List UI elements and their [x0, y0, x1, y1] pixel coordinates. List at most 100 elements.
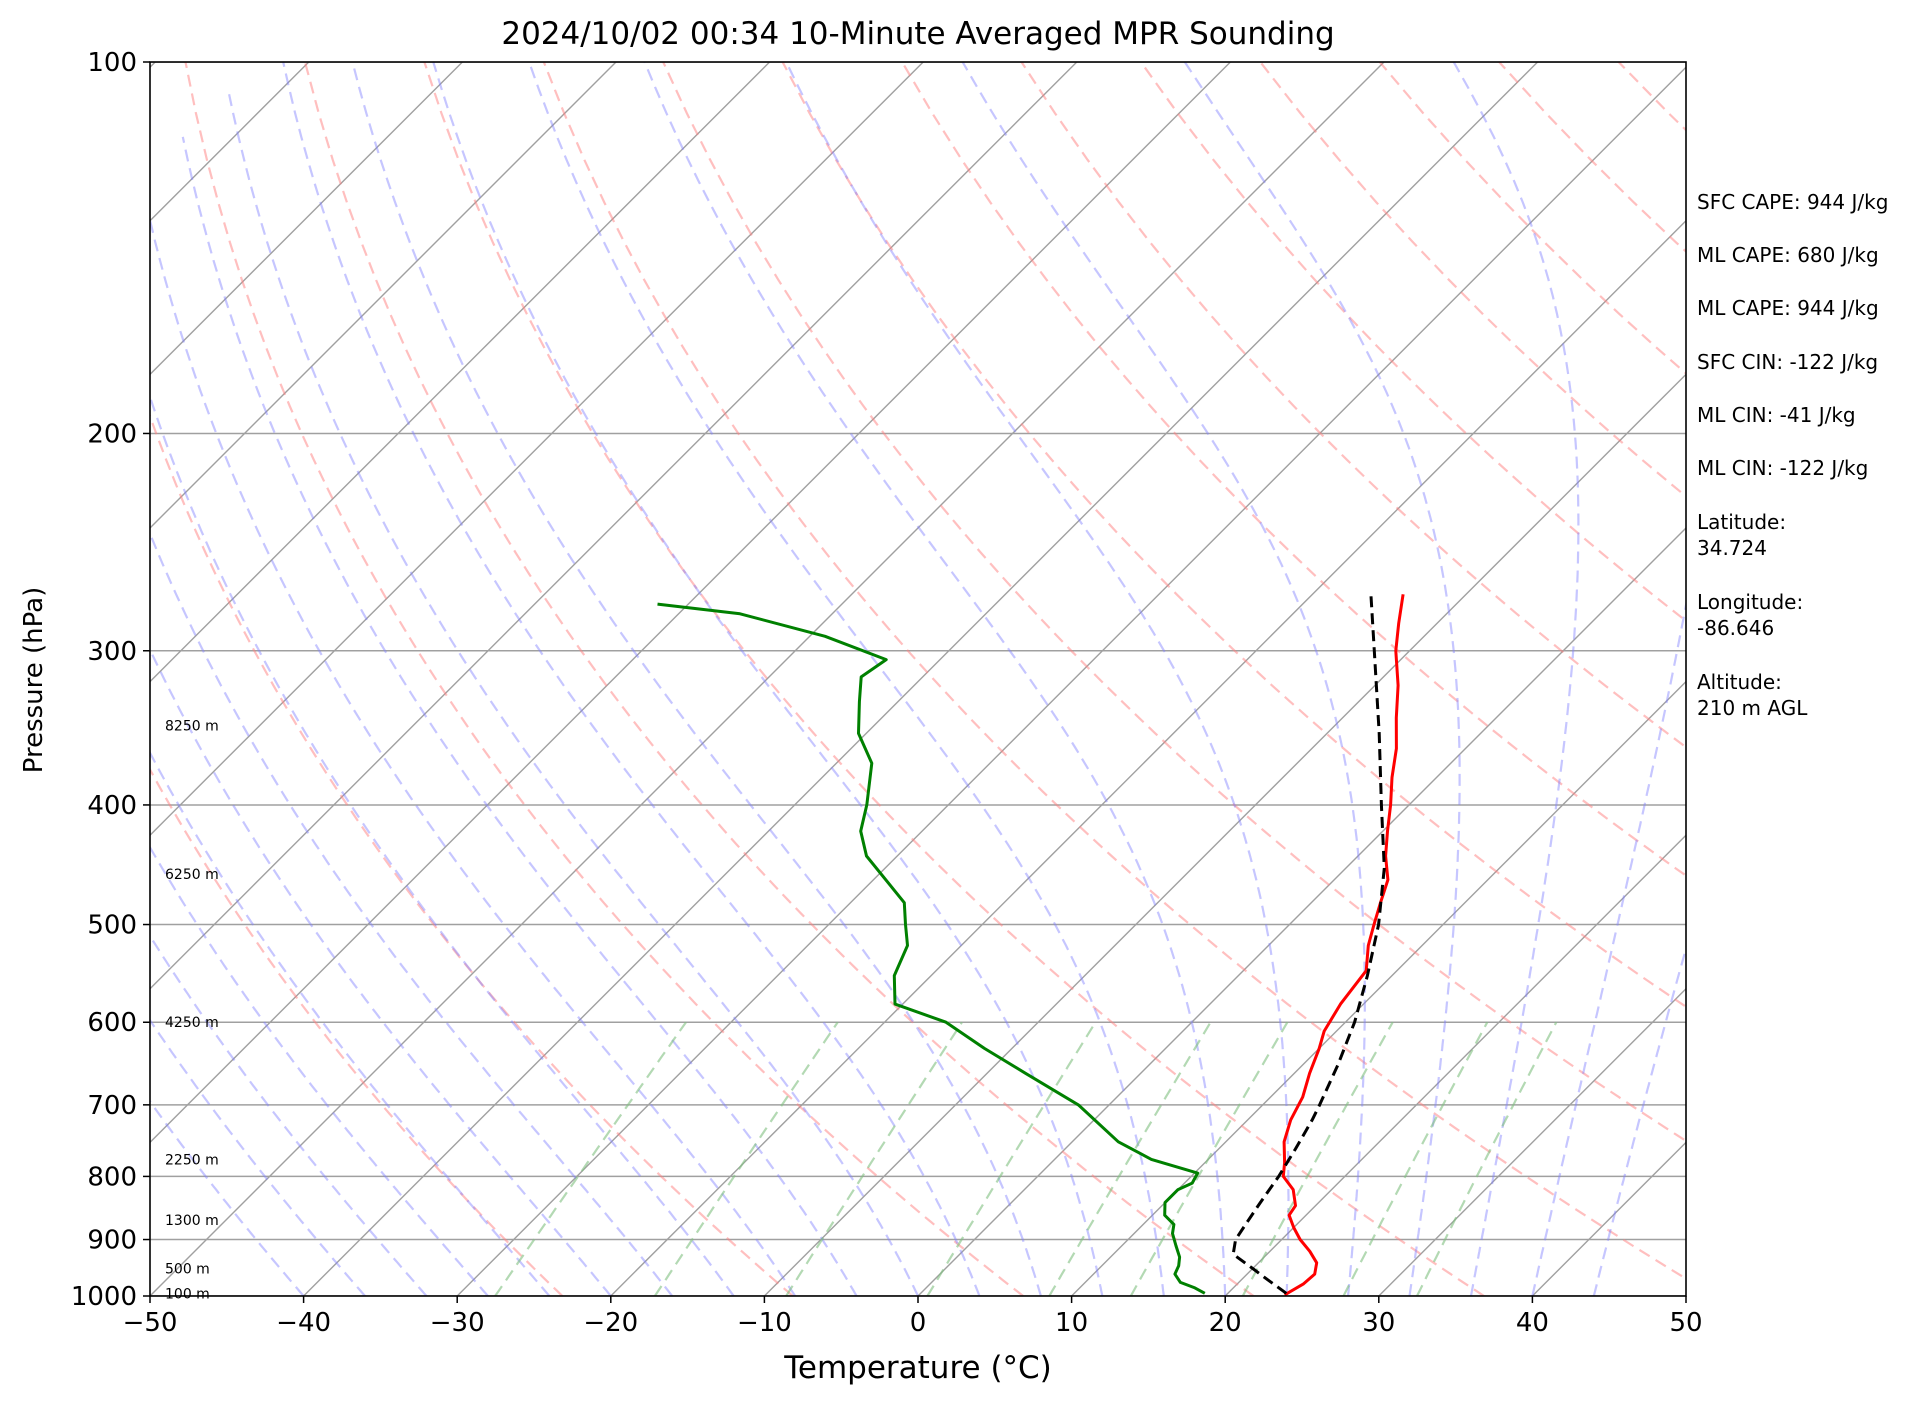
- dewpoint-profile-line: [657, 602, 1206, 1295]
- background-lines: [0, 62, 1686, 1296]
- dry-adiabat-line: [781, 62, 1686, 1009]
- moist-adiabat-line: [643, 62, 1227, 1296]
- height-label: 6250 m: [165, 867, 219, 883]
- dry-adiabat-line: [184, 62, 1024, 1296]
- mixing-ratio-line: [1241, 1021, 1394, 1296]
- moist-adiabat-line: [150, 1099, 305, 1296]
- isotherm-line: [610, 219, 1686, 1296]
- dry-adiabat-line: [542, 62, 1686, 1281]
- isotherm-line: [150, 62, 463, 376]
- mixing-ratio-line: [1048, 1021, 1212, 1296]
- mixing-ratio-line: [494, 1021, 687, 1296]
- y-tick-label: 700: [87, 1091, 137, 1121]
- height-label: 100 m: [165, 1286, 210, 1302]
- isotherm-line: [456, 66, 1686, 1296]
- moist-adiabat-line: [1531, 599, 1686, 1296]
- isotherm-line: [1071, 680, 1686, 1296]
- dry-adiabat-line: [150, 767, 564, 1296]
- mixing-ratio-line: [1416, 1021, 1558, 1296]
- moist-adiabat-line: [226, 87, 919, 1296]
- y-axis-label: Pressure (hPa): [19, 587, 49, 774]
- isotherm-line: [0, 62, 2, 1296]
- dry-adiabat-line: [423, 62, 1485, 1296]
- y-tick-label: 600: [87, 1008, 137, 1038]
- info-ml-cape-1: ML CAPE: 680 J/kg: [1697, 243, 1879, 267]
- x-tick-label: 50: [1669, 1308, 1702, 1338]
- y-tick-label: 900: [87, 1226, 137, 1256]
- chart-title: 2024/10/02 00:34 10-Minute Averaged MPR …: [501, 16, 1334, 52]
- isotherm-line: [1224, 834, 1686, 1296]
- moist-adiabat-line: [150, 845, 489, 1296]
- x-tick-label: −40: [276, 1308, 331, 1338]
- isotherm-line: [150, 62, 1078, 990]
- moist-adiabat-line: [150, 393, 735, 1296]
- isotherm-line: [150, 62, 771, 683]
- moist-adiabat-line: [961, 62, 1366, 1296]
- moist-adiabat-line: [150, 647, 612, 1296]
- dry-adiabat-line: [150, 413, 794, 1296]
- isotherm-line: [1378, 987, 1686, 1296]
- info-longitude: Longitude: -86.646: [1697, 590, 1804, 640]
- height-label: 8250 m: [165, 719, 219, 735]
- moist-adiabat-line: [282, 62, 981, 1296]
- mixing-ratio-line: [653, 1021, 839, 1296]
- x-tick-label: 40: [1516, 1308, 1549, 1338]
- info-latitude: Latitude: 34.724: [1697, 510, 1787, 560]
- height-labels: 100 m 500 m 1300 m 2250 m 4250 m 6250 m 8250 m: [165, 719, 219, 1303]
- y-tick-label: 1000: [71, 1282, 137, 1312]
- x-tick-label: 10: [1055, 1308, 1088, 1338]
- isotherm-line: [150, 62, 924, 837]
- isotherm-line: [150, 62, 1231, 1144]
- moist-adiabat-line: [1452, 62, 1580, 1296]
- x-tick-label: −20: [583, 1308, 638, 1338]
- moist-adiabat-line: [150, 215, 797, 1296]
- height-label: 4250 m: [165, 1015, 219, 1031]
- moist-adiabat-line: [150, 530, 674, 1296]
- parcel-profile-line: [1231, 594, 1386, 1295]
- moist-adiabat-line: [351, 62, 1042, 1296]
- moist-adiabat-line: [528, 62, 1165, 1296]
- x-tick-label: −30: [430, 1308, 485, 1338]
- info-altitude: Altitude: 210 m AGL: [1697, 670, 1808, 720]
- mixing-ratio-line: [926, 1021, 1097, 1296]
- info-sfc-cin: SFC CIN: -122 J/kg: [1697, 350, 1879, 374]
- axis-ticks: −50 −40 −30 −20 −10 0 10 20 30 40 50 1000 900 800 700 6…: [71, 48, 1703, 1338]
- height-label: 500 m: [165, 1262, 210, 1278]
- plot-frame: [149, 61, 1687, 1297]
- dry-adiabat-line: [1020, 62, 1686, 749]
- moist-adiabat-line: [1592, 944, 1686, 1296]
- x-tick-label: 20: [1209, 1308, 1242, 1338]
- info-ml-cin-2: ML CIN: -122 J/kg: [1697, 456, 1869, 480]
- isotherm-line: [763, 373, 1686, 1296]
- isotherm-line: [150, 62, 617, 529]
- y-tick-label: 200: [87, 419, 137, 449]
- y-tick-label: 300: [87, 637, 137, 667]
- isotherm-line: [303, 62, 1539, 1296]
- x-tick-label: 0: [910, 1308, 927, 1338]
- y-tick-label: 800: [87, 1162, 137, 1192]
- moist-adiabat-line: [150, 750, 551, 1296]
- height-label: 2250 m: [165, 1152, 219, 1168]
- y-tick-label: 100: [87, 48, 137, 78]
- info-sfc-cape: SFC CAPE: 944 J/kg: [1697, 190, 1889, 214]
- y-tick-label: 400: [87, 791, 137, 821]
- x-tick-label: −10: [737, 1308, 792, 1338]
- moist-adiabat-line: [150, 933, 428, 1296]
- dry-adiabat-line: [662, 62, 1686, 1143]
- info-ml-cape-2: ML CAPE: 944 J/kg: [1697, 296, 1879, 320]
- mixing-ratio-line: [1129, 1021, 1289, 1296]
- mixing-ratio-line: [1342, 1021, 1489, 1296]
- info-ml-cin-1: ML CIN: -41 J/kg: [1697, 403, 1856, 427]
- sounding-lines: [657, 594, 1405, 1296]
- x-axis-label: Temperature (°C): [783, 1350, 1052, 1386]
- isotherm-line: [917, 527, 1686, 1296]
- moist-adiabat-line: [432, 62, 1104, 1296]
- moist-adiabat-line: [181, 136, 858, 1296]
- isotherm-line: [150, 62, 1385, 1296]
- moist-adiabat-line: [150, 1018, 366, 1296]
- mixing-ratio-line: [785, 1021, 963, 1296]
- x-tick-label: 30: [1362, 1308, 1395, 1338]
- x-tick-label: −50: [123, 1308, 178, 1338]
- temperature-profile-line: [1281, 594, 1405, 1296]
